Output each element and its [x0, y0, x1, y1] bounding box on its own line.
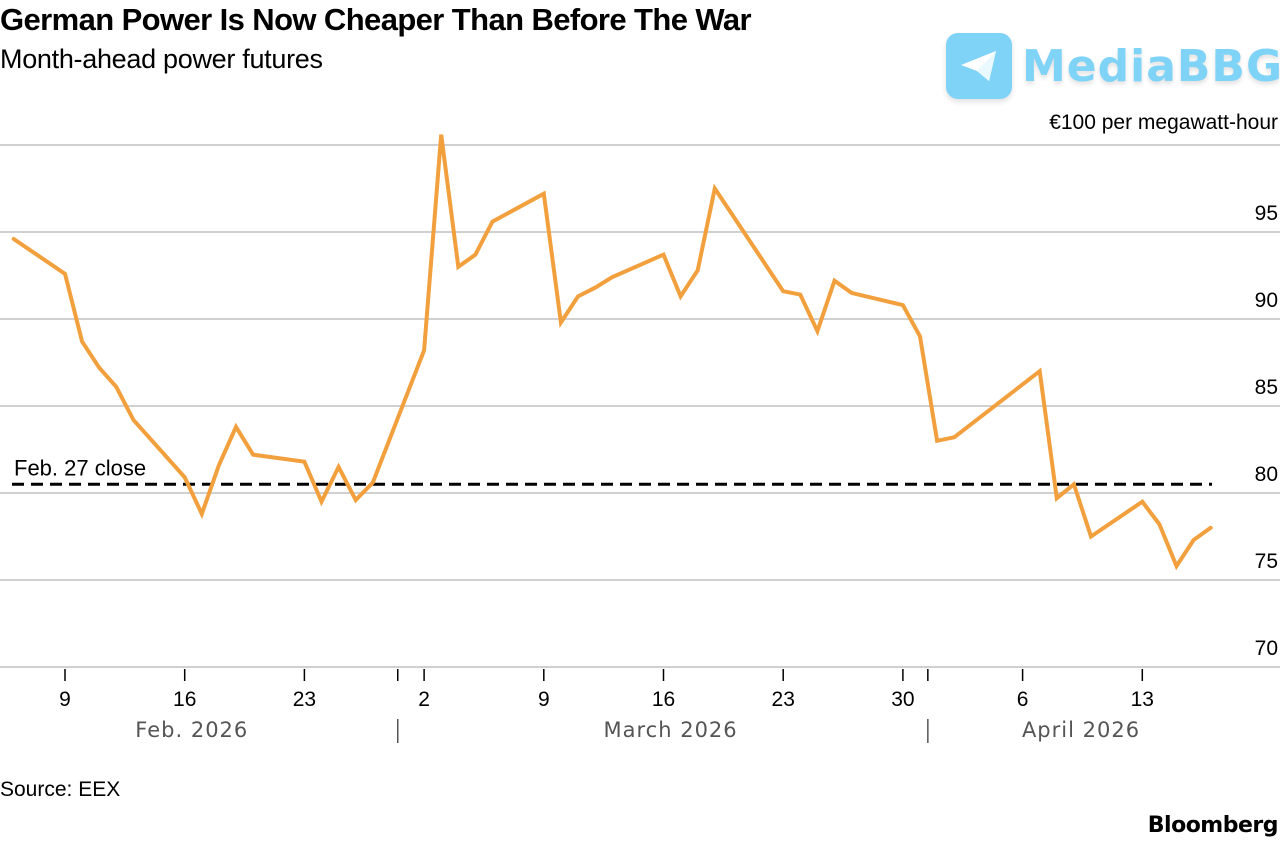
x-tick-label-2026-03-16: 16 — [652, 688, 675, 711]
x-tick-label-2026-02-09: 9 — [59, 688, 71, 711]
x-tick-label-2026-03-23: 23 — [772, 688, 795, 711]
month-label: Feb. 2026 — [135, 718, 248, 742]
x-tick-label-2026-02-16: 16 — [173, 688, 196, 711]
x-tick-label-2026-03-30: 30 — [891, 688, 914, 711]
y-tick-label-95: 95 — [1255, 202, 1278, 225]
x-tick-label-2026-03-09: 9 — [538, 688, 550, 711]
y-tick-label-75: 75 — [1255, 550, 1278, 573]
watermark-text: MediaBBG — [1022, 40, 1280, 92]
y-axis-unit-label: €100 per megawatt-hour — [1049, 111, 1278, 134]
bloomberg-logo: Bloomberg — [1147, 813, 1279, 838]
series-line-power-futures — [11, 134, 1213, 571]
x-tick-label-2026-04-06: 6 — [1017, 688, 1029, 711]
month-label: March 2026 — [604, 718, 738, 742]
y-tick-label-90: 90 — [1255, 289, 1278, 312]
telegram-plane-icon — [946, 33, 1012, 99]
x-tick-label-2026-02-23: 23 — [293, 688, 316, 711]
y-tick-label-80: 80 — [1255, 463, 1278, 486]
chart-title: German Power Is Now Cheaper Than Before … — [0, 2, 752, 37]
y-tick-label-70: 70 — [1255, 637, 1278, 660]
month-label: April 2026 — [1022, 718, 1140, 742]
x-tick-label-2026-03-02: 2 — [418, 688, 430, 711]
source-note: Source: EEX — [0, 778, 121, 801]
y-tick-label-85: 85 — [1255, 376, 1278, 399]
watermark: MediaBBG — [946, 33, 1280, 99]
reference-line-label: Feb. 27 close — [14, 455, 146, 480]
x-tick-label-2026-04-13: 13 — [1131, 688, 1154, 711]
chart-subtitle: Month-ahead power futures — [0, 44, 323, 74]
